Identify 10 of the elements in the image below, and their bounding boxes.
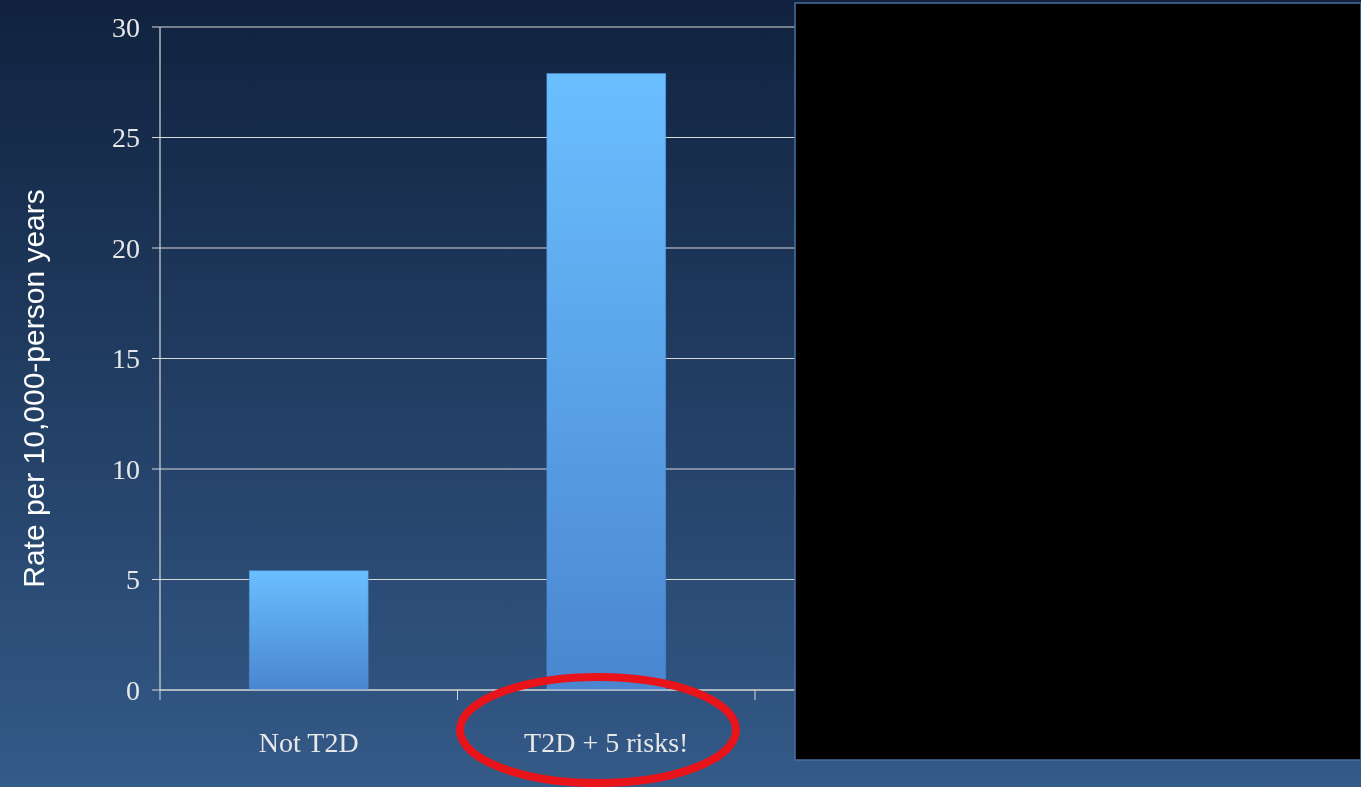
y-tick-label: 25 bbox=[112, 122, 140, 154]
y-tick-label: 0 bbox=[126, 674, 140, 706]
y-tick-label: 30 bbox=[112, 11, 140, 43]
y-tick-label: 5 bbox=[126, 564, 140, 596]
x-tick-label: Not T2D bbox=[258, 727, 359, 758]
y-tick-label: 10 bbox=[112, 453, 140, 485]
y-tick-label: 15 bbox=[112, 343, 140, 375]
y-axis-title: Rate per 10,000-person years bbox=[17, 189, 50, 588]
x-tick-label: T2D + 5 risks! bbox=[524, 727, 689, 758]
y-tick-label: 20 bbox=[112, 232, 140, 264]
